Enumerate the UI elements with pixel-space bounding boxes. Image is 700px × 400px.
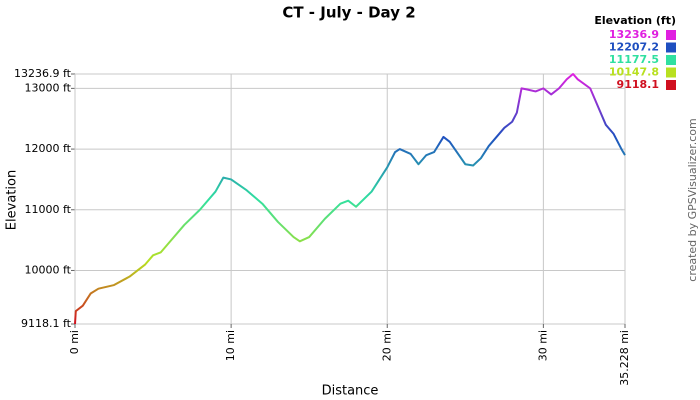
legend-value: 12207.2 bbox=[609, 41, 659, 54]
legend-swatch bbox=[666, 80, 676, 90]
y-tick-label: 12000 ft bbox=[25, 142, 72, 155]
legend-swatch bbox=[666, 30, 676, 40]
x-tick-label: 35.228 mi bbox=[618, 330, 631, 386]
x-tick-label: 30 mi bbox=[536, 330, 549, 361]
plot-area bbox=[74, 73, 626, 325]
legend-value: 13236.9 bbox=[609, 28, 659, 41]
legend-swatch bbox=[666, 42, 676, 53]
legend-value: 11177.5 bbox=[609, 53, 659, 66]
y-tick-label: 13000 ft bbox=[25, 81, 72, 94]
legend-value: 10147.8 bbox=[609, 66, 659, 79]
x-tick-label: 0 mi bbox=[68, 330, 81, 354]
y-axis-label: Elevation bbox=[5, 170, 20, 230]
y-tick-label: 9118.1 ft bbox=[21, 317, 72, 330]
legend-swatch bbox=[666, 55, 676, 65]
watermark: created by GPSVisualizer.com bbox=[686, 118, 699, 281]
legend-swatch bbox=[666, 67, 676, 78]
legend-value: 9118.1 bbox=[617, 78, 659, 91]
y-tick-label: 10000 ft bbox=[25, 263, 72, 276]
chart-title: CT - July - Day 2 bbox=[282, 4, 415, 22]
y-tick-label: 11000 ft bbox=[25, 203, 72, 216]
elevation-line bbox=[74, 73, 626, 325]
y-tick-label: 13236.9 ft bbox=[14, 67, 72, 80]
legend-title: Elevation (ft) bbox=[594, 14, 676, 27]
x-axis-label: Distance bbox=[322, 384, 379, 399]
x-tick-label: 20 mi bbox=[380, 330, 393, 361]
x-tick-label: 10 mi bbox=[224, 330, 237, 361]
